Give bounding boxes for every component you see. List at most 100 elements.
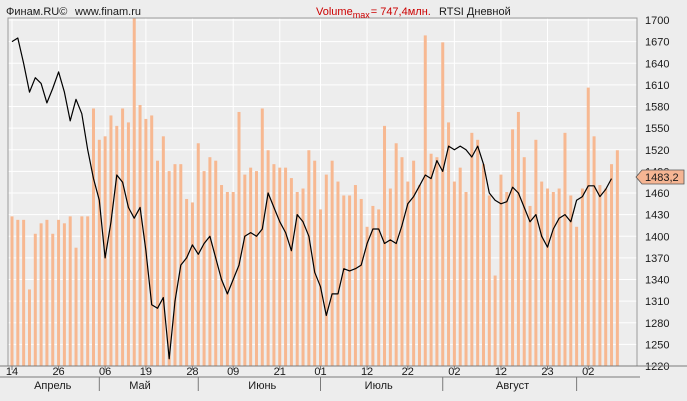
y-tick-label: 1700 xyxy=(645,15,669,27)
volume-bar xyxy=(57,219,61,366)
volume-bar xyxy=(388,188,392,366)
volume-bar xyxy=(156,160,160,366)
x-month-label: Июнь xyxy=(248,380,276,392)
volume-bar xyxy=(575,226,579,366)
volume-prefix: Volume xyxy=(316,6,353,18)
volume-bar xyxy=(161,136,165,366)
volume-bar xyxy=(249,167,253,366)
volume-bar xyxy=(528,205,532,366)
volume-bar xyxy=(557,188,561,366)
volume-bar xyxy=(371,205,375,366)
volume-bar xyxy=(598,185,602,366)
volume-bar xyxy=(493,275,497,366)
volume-bar xyxy=(173,164,177,366)
x-month-label: Август xyxy=(496,380,529,392)
volume-bar xyxy=(266,150,270,366)
y-tick-label: 1250 xyxy=(645,339,669,351)
y-tick-label: 1670 xyxy=(645,37,669,49)
volume-bar xyxy=(522,157,526,366)
volume-bar xyxy=(27,289,31,366)
x-day-tick-label: 12 xyxy=(495,366,507,378)
volume-bar xyxy=(394,143,398,366)
y-tick-label: 1520 xyxy=(645,145,669,157)
volume-bar xyxy=(121,108,125,366)
volume-bar xyxy=(383,125,387,366)
volume-bar xyxy=(359,198,363,366)
x-day-tick-label: 09 xyxy=(227,366,239,378)
volume-subscript: max xyxy=(353,10,371,20)
y-tick-label: 1280 xyxy=(645,318,669,330)
volume-bar xyxy=(138,105,142,366)
y-tick-label: 1460 xyxy=(645,188,669,200)
volume-bar xyxy=(289,178,293,366)
volume-bar xyxy=(284,167,288,366)
volume-bar xyxy=(551,192,555,366)
x-day-tick-label: 28 xyxy=(186,366,198,378)
volume-bar xyxy=(167,171,171,366)
volume-bar xyxy=(604,188,608,366)
brand-text: Финам.RU© xyxy=(6,6,67,18)
volume-bar xyxy=(400,157,404,366)
x-day-tick-label: 01 xyxy=(314,366,326,378)
volume-bar xyxy=(534,139,538,366)
volume-bar xyxy=(91,108,95,366)
volume-bar xyxy=(476,139,480,366)
volume-bar xyxy=(278,167,282,366)
y-axis: 1220125012801310134013701400143014601490… xyxy=(645,15,669,373)
chart-title: RTSI Дневной xyxy=(439,6,511,18)
volume-bar xyxy=(330,160,334,366)
volume-bar xyxy=(307,150,311,366)
x-month-label: Июль xyxy=(365,380,393,392)
volume-bar xyxy=(458,167,462,366)
volume-bar xyxy=(126,122,130,367)
volume-bar xyxy=(546,188,550,366)
volume-max-text: Volumemax= 747,4млн. xyxy=(316,6,431,20)
volume-bar xyxy=(62,223,66,366)
volume-bar xyxy=(132,18,136,366)
volume-bar xyxy=(610,164,614,366)
volume-bar xyxy=(16,219,20,366)
x-day-tick-label: 12 xyxy=(361,366,373,378)
volume-bar xyxy=(417,185,421,366)
volume-bar xyxy=(592,136,596,366)
volume-bar xyxy=(202,171,206,366)
volume-bar xyxy=(86,216,90,366)
site-text[interactable]: www.finam.ru xyxy=(74,6,141,18)
volume-bar xyxy=(516,111,520,367)
price-line xyxy=(11,37,613,360)
volume-bar xyxy=(412,160,416,366)
volume-bar xyxy=(109,115,113,366)
volume-bar xyxy=(254,171,258,366)
volume-bar xyxy=(569,195,573,366)
volume-bar xyxy=(243,174,247,366)
y-tick-label: 1220 xyxy=(645,361,669,373)
volume-bar xyxy=(39,223,43,366)
volume-bar xyxy=(377,209,381,366)
volume-bar xyxy=(499,174,503,366)
volume-bar xyxy=(103,136,107,366)
volume-bar xyxy=(615,150,619,366)
volume-bar xyxy=(348,195,352,366)
volume-bar xyxy=(423,35,427,367)
volume-bar xyxy=(447,122,451,367)
volume-bar xyxy=(272,164,276,366)
volume-bar xyxy=(464,192,468,366)
volume-bar xyxy=(313,160,317,366)
volume-bar xyxy=(452,181,456,366)
volume-bar xyxy=(429,153,433,366)
y-tick-label: 1370 xyxy=(645,253,669,265)
volume-bar xyxy=(342,195,346,366)
volume-bar xyxy=(324,174,328,366)
volume-bar xyxy=(51,233,55,366)
volume-bar xyxy=(80,216,84,366)
x-day-tick-label: 02 xyxy=(448,366,460,378)
volume-bar xyxy=(336,181,340,366)
volume-bar xyxy=(190,202,194,366)
price-line-group xyxy=(11,37,613,360)
last-value-label: 1483,2 xyxy=(645,172,679,184)
y-tick-label: 1310 xyxy=(645,296,669,308)
y-tick-label: 1430 xyxy=(645,210,669,222)
x-day-tick-label: 26 xyxy=(52,366,64,378)
volume-bar xyxy=(586,87,590,366)
